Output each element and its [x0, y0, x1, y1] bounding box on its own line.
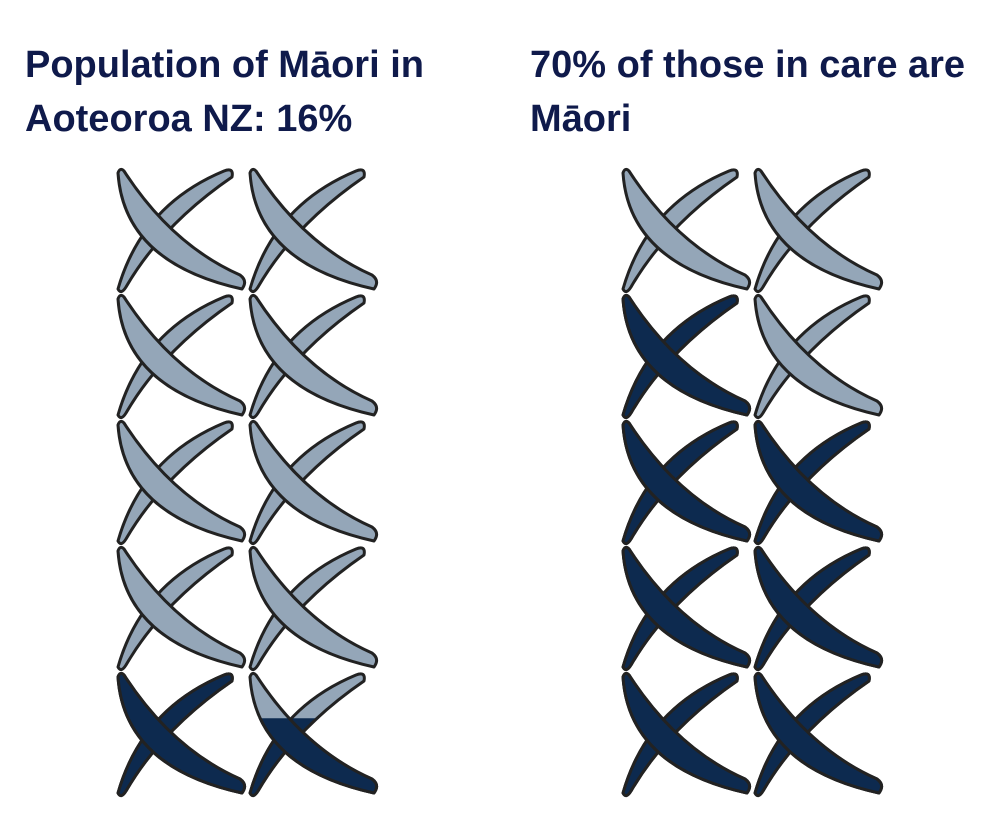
- icon: [248, 293, 379, 420]
- icon-fill: [621, 419, 752, 546]
- icon: [116, 167, 247, 294]
- icon-fill: [248, 718, 379, 798]
- icon: [248, 167, 379, 294]
- icon: [116, 545, 247, 672]
- icon-fill: [621, 545, 752, 672]
- icon-fill: [116, 671, 247, 798]
- icon: [248, 545, 379, 672]
- chart-title: 70% of those in care are Māori: [530, 44, 966, 140]
- icon: [116, 419, 247, 546]
- icon-fill: [621, 671, 752, 798]
- icon: [248, 419, 379, 546]
- icon: [116, 293, 247, 420]
- icon: [753, 293, 884, 420]
- icon-fill: [753, 419, 884, 546]
- icon-fill: [753, 671, 884, 798]
- icon: [753, 167, 884, 294]
- icon-fill: [621, 293, 752, 420]
- icon-fill: [753, 545, 884, 672]
- chart-title: Population of Māori in Aoteoroa NZ: 16%: [25, 44, 424, 140]
- icon: [621, 167, 752, 294]
